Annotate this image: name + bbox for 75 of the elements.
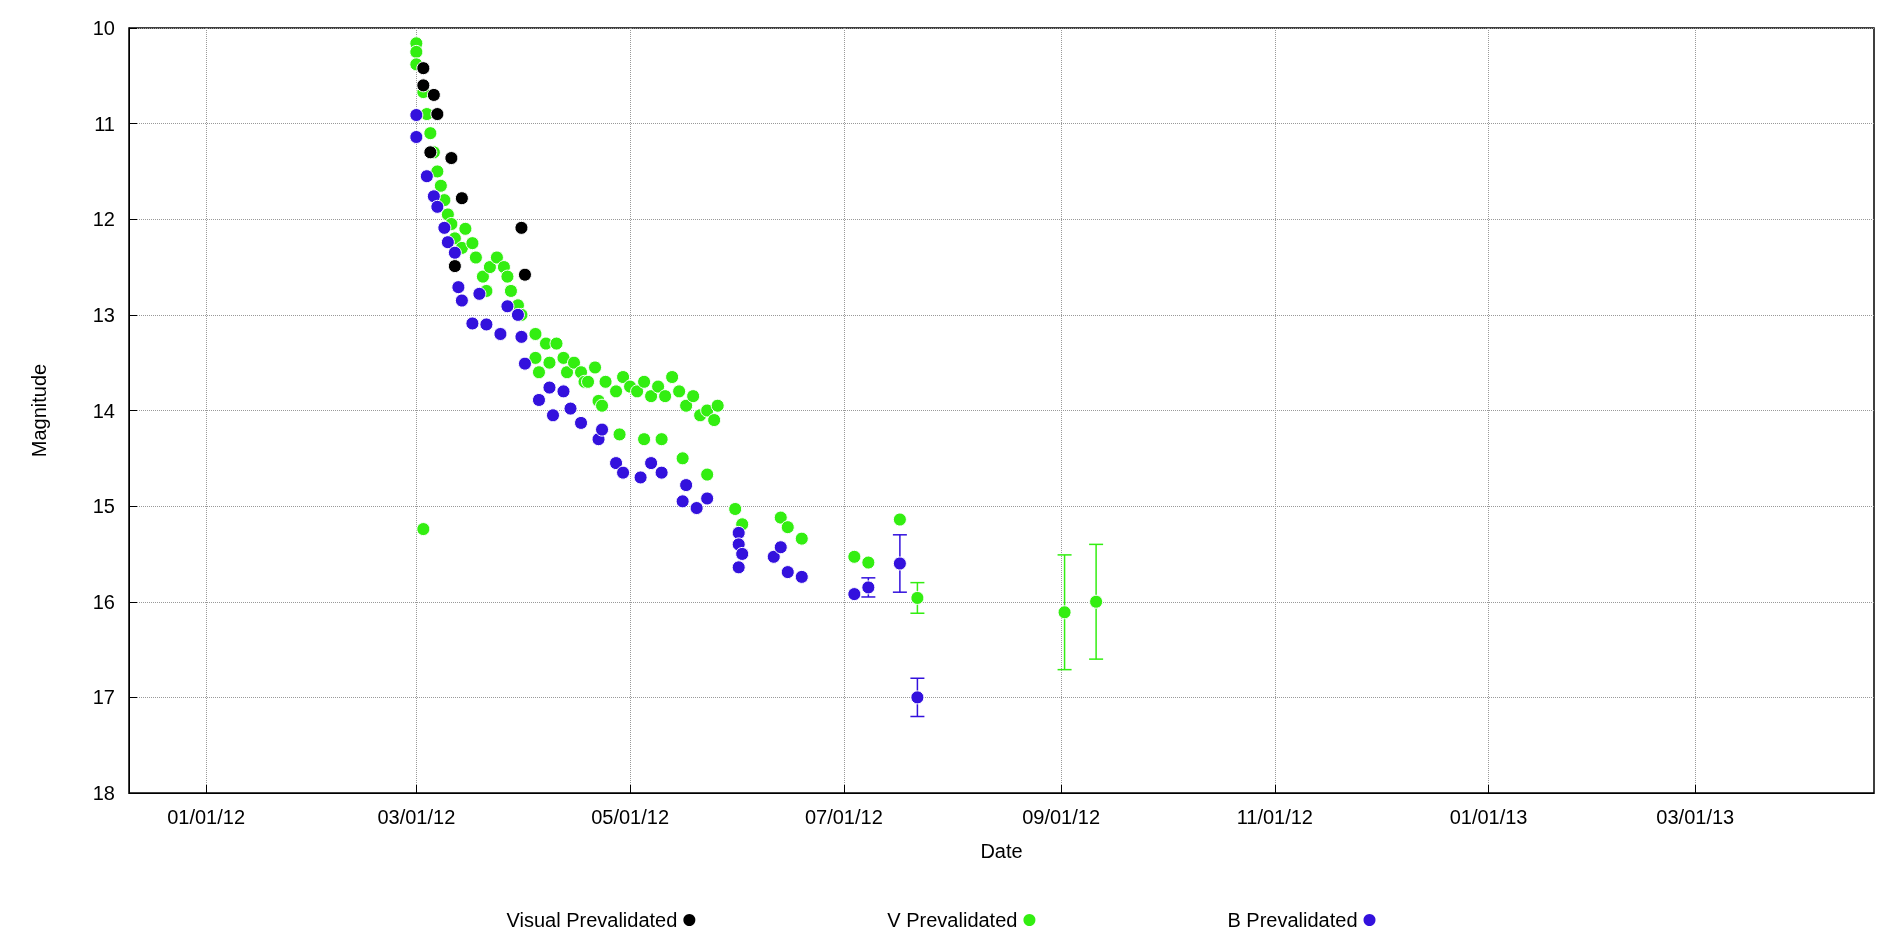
point xyxy=(595,422,610,437)
y-axis-title: Magnitude xyxy=(28,363,50,458)
point xyxy=(616,465,631,480)
point xyxy=(517,267,532,282)
x-axis-title: Date xyxy=(980,840,1023,862)
point xyxy=(563,401,578,416)
x-tick-label: 03/01/13 xyxy=(1656,806,1735,828)
y-tick-label: 13 xyxy=(92,303,115,326)
point xyxy=(609,456,624,471)
y-tick-label: 18 xyxy=(92,782,115,804)
point xyxy=(416,78,431,93)
point xyxy=(700,491,715,506)
point xyxy=(454,293,469,308)
point xyxy=(447,259,462,274)
point xyxy=(409,130,424,145)
x-tick-label: 03/01/12 xyxy=(377,806,456,828)
point xyxy=(773,540,788,555)
point xyxy=(910,690,925,705)
y-tick-label: 11 xyxy=(94,112,115,135)
legend-label: B Prevalidated xyxy=(1227,909,1358,931)
point xyxy=(542,380,557,395)
point xyxy=(892,556,907,571)
point xyxy=(735,546,750,561)
y-tick-label: 17 xyxy=(92,686,115,709)
y-tick-label: 15 xyxy=(92,495,115,518)
legend-label: Visual Prevalidated xyxy=(506,909,678,931)
point xyxy=(510,307,525,322)
point xyxy=(766,549,781,564)
point xyxy=(644,456,659,471)
point xyxy=(472,286,487,301)
point xyxy=(514,220,529,235)
legend-label: V Prevalidated xyxy=(887,909,1018,931)
point xyxy=(794,569,809,584)
point xyxy=(465,316,480,331)
point xyxy=(731,560,746,575)
point xyxy=(416,61,431,76)
point xyxy=(440,235,455,250)
point xyxy=(426,189,441,204)
point xyxy=(517,356,532,371)
point xyxy=(731,525,746,540)
y-tick-label: 12 xyxy=(92,208,115,231)
x-tick-label: 07/01/12 xyxy=(804,806,883,828)
point xyxy=(531,392,546,407)
x-tick-label: 09/01/12 xyxy=(1022,806,1100,828)
point xyxy=(633,470,648,485)
point xyxy=(419,169,434,184)
x-tick-label: 11/01/12 xyxy=(1236,806,1313,828)
point xyxy=(574,415,589,430)
point xyxy=(409,108,424,123)
x-tick-label: 05/01/12 xyxy=(591,806,669,828)
x-tick-label: 01/01/12 xyxy=(167,806,246,828)
point xyxy=(679,478,694,493)
point xyxy=(479,317,494,332)
point xyxy=(689,501,704,516)
point xyxy=(500,299,515,314)
point xyxy=(451,280,466,295)
point xyxy=(654,465,669,480)
point xyxy=(430,199,445,214)
point xyxy=(556,384,571,399)
y-tick-label: 14 xyxy=(92,399,115,422)
point xyxy=(437,220,452,235)
point xyxy=(430,107,445,122)
point xyxy=(514,329,529,344)
point xyxy=(847,587,862,602)
x-tick-label: 01/01/13 xyxy=(1449,806,1528,828)
point xyxy=(426,87,441,102)
point xyxy=(675,494,690,509)
point xyxy=(447,245,462,260)
y-tick-label: 10 xyxy=(92,17,115,39)
point xyxy=(493,327,508,341)
point xyxy=(546,408,560,423)
point xyxy=(454,191,469,206)
y-tick-label: 16 xyxy=(92,590,115,613)
point xyxy=(780,565,795,580)
point xyxy=(444,151,459,166)
